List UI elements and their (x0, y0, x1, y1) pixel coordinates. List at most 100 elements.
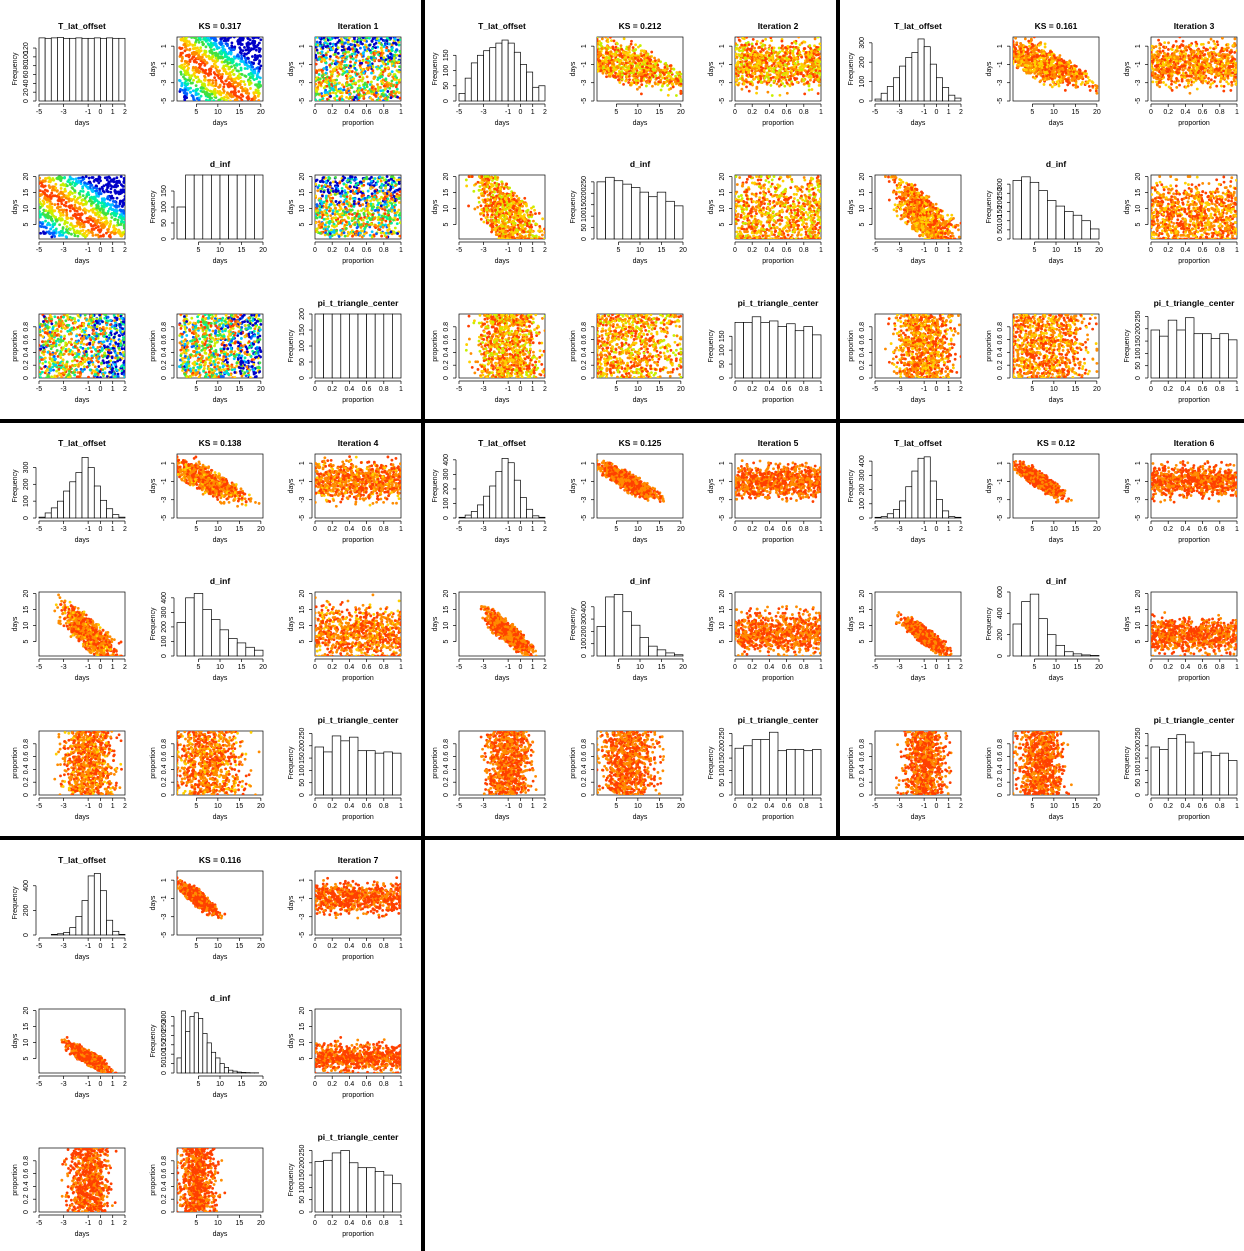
scatter-point (60, 319, 64, 323)
scatter-point (331, 209, 335, 213)
scatter-point (230, 79, 234, 83)
scatter-point (110, 216, 114, 219)
scatter-point (252, 91, 256, 95)
scatter-point (186, 68, 190, 72)
scatter-point (57, 325, 61, 328)
scatter-point (315, 178, 319, 182)
scatter-point (51, 194, 55, 198)
x-axis-label: days (213, 120, 228, 127)
scatter-point (190, 94, 194, 97)
scatter-point (87, 209, 91, 213)
scatter-point (343, 60, 347, 64)
scatter-point (217, 85, 220, 89)
scatter-point (223, 60, 226, 64)
scatter-point (259, 38, 263, 42)
scatter-point (334, 200, 338, 203)
y-tick-label: 50 (161, 219, 168, 227)
scatter-point (214, 56, 218, 60)
scatter-point (223, 37, 227, 40)
scatter-point (343, 41, 347, 45)
scatter-point (245, 67, 249, 70)
scatter-point (259, 322, 263, 326)
y-tick-label: -1 (299, 61, 306, 67)
scatter-point (90, 202, 93, 206)
scatter-point (71, 371, 75, 375)
scatter-point (334, 180, 337, 184)
scatter-point (390, 57, 394, 60)
x-tick-label: 15 (238, 247, 246, 254)
scatter-point (59, 200, 63, 203)
horizontal-separator-1 (0, 419, 1244, 423)
scatter-point (188, 54, 191, 57)
scatter-point (85, 216, 89, 220)
scatter-point (84, 350, 88, 353)
scatter-point (355, 229, 359, 233)
scatter-point (187, 73, 191, 77)
scatter-point (380, 43, 384, 47)
scatter-point (71, 207, 75, 210)
scatter-point (61, 326, 65, 329)
scatter-point (368, 43, 372, 47)
scatter-point (89, 208, 93, 212)
scatter-point (233, 350, 237, 354)
scatter-point (186, 78, 190, 82)
scatter-point (59, 330, 63, 333)
scatter-point (229, 353, 233, 357)
scatter-point (63, 327, 67, 330)
scatter-point (339, 37, 343, 41)
scatter-point (54, 217, 58, 221)
scatter-point (373, 195, 376, 199)
iteration-title: Iteration 1 (338, 21, 379, 31)
scatter-point (102, 334, 106, 338)
scatter-point (94, 337, 98, 341)
scatter-point (344, 183, 348, 187)
scatter-point (106, 209, 110, 213)
scatter-point (362, 45, 366, 49)
scatter-point (386, 183, 390, 187)
scatter-point (386, 62, 390, 66)
scatter-point (365, 199, 369, 202)
scatter-point (93, 348, 97, 351)
scatter-point (325, 65, 328, 69)
scatter-point (345, 195, 349, 198)
scatter-point (106, 315, 110, 319)
scatter-point (252, 71, 256, 75)
scatter-point (62, 337, 66, 340)
scatter-point (315, 48, 319, 52)
scatter-point (121, 199, 125, 203)
scatter-point (189, 90, 192, 94)
scatter-point (73, 195, 77, 199)
scatter-point (345, 80, 349, 84)
scatter-point (81, 175, 85, 179)
scatter-point (320, 210, 324, 214)
scatter-point (76, 314, 80, 317)
scatter-point (331, 216, 335, 220)
scatter-point (41, 340, 44, 344)
scatter-point (113, 184, 117, 187)
scatter-plot (314, 174, 402, 240)
scatter-point (364, 61, 368, 64)
scatter-point (353, 223, 357, 227)
scatter-point (195, 93, 199, 96)
scatter-point (366, 80, 370, 84)
scatter-point (393, 54, 397, 57)
scatter-point (205, 98, 208, 101)
scatter-point (335, 224, 338, 228)
scatter-point (100, 354, 104, 358)
scatter-point (328, 219, 332, 223)
histogram-bar (81, 37, 89, 102)
scatter-point (197, 54, 200, 57)
scatter-point (389, 52, 393, 56)
scatter-point (78, 193, 82, 196)
scatter-point (236, 334, 240, 337)
scatter-point (203, 78, 207, 81)
scatter-point (341, 209, 345, 213)
scatter-point (93, 373, 97, 376)
scatter-point (251, 55, 254, 58)
horizontal-separator-2 (0, 836, 1244, 840)
scatter-point (210, 92, 214, 96)
scatter-point (363, 196, 367, 200)
scatter-point (199, 86, 203, 90)
scatter-point (95, 212, 99, 216)
